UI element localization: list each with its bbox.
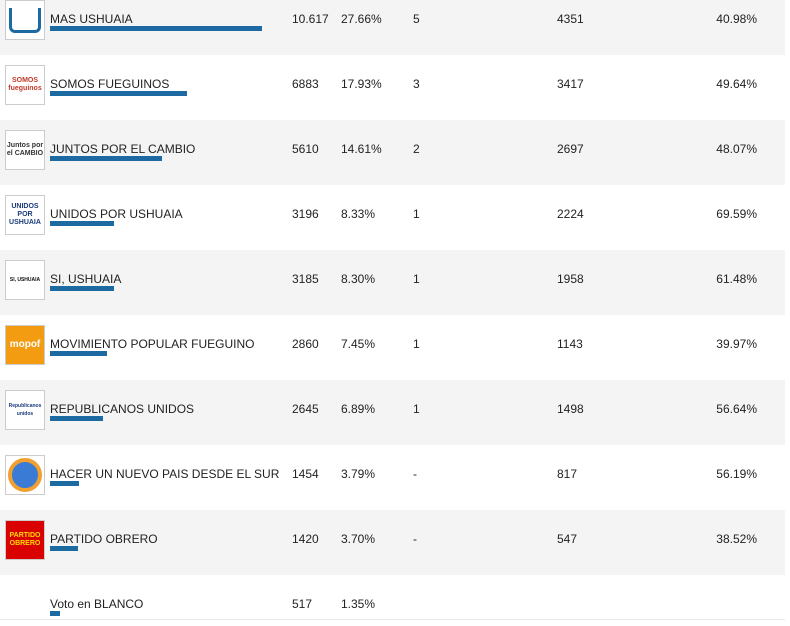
result-row: Juntos por el CAMBIO JUNTOS POR EL CAMBIO… [0, 120, 785, 186]
share-bar [50, 351, 108, 356]
count: 4351 [557, 12, 584, 26]
party-name: JUNTOS POR EL CAMBIO [50, 142, 196, 156]
party-logo: SI, USHUAIA [5, 260, 45, 300]
party-name: UNIDOS POR USHUAIA [50, 207, 183, 221]
party-name: Voto en BLANCO [50, 597, 144, 611]
party-name: PARTIDO OBRERO [50, 532, 158, 546]
rate: 49.64% [716, 77, 757, 91]
party-name: MOVIMIENTO POPULAR FUEGUINO [50, 337, 255, 351]
result-row: SI, USHUAIA SI, USHUAIA 3185 8.30% 1 1958 61.4… [0, 250, 785, 316]
party-logo: UNIDOS POR USHUAIA [5, 195, 45, 235]
vote-share: 3.70% [341, 532, 376, 546]
party-logo [5, 455, 45, 495]
logo-graphic [8, 458, 42, 492]
party-logo: Juntos por el CAMBIO [5, 130, 45, 170]
logo-graphic [9, 7, 41, 33]
count: 1498 [557, 402, 584, 416]
vote-share: 1.35% [341, 597, 376, 611]
seats: - [413, 532, 417, 546]
count: 1958 [557, 272, 584, 286]
rate: 38.52% [716, 532, 757, 546]
result-row: SOMOS fueguinos SOMOS FUEGUINOS 6883 17.93%… [0, 55, 785, 121]
count: 3417 [557, 77, 584, 91]
vote-share: 27.66% [341, 12, 382, 26]
rate: 39.97% [716, 337, 757, 351]
share-bar [50, 481, 80, 486]
seats: 1 [413, 272, 420, 286]
result-row: Voto en BLANCO 517 1.35% [0, 575, 785, 620]
count: 2697 [557, 142, 584, 156]
count: 2224 [557, 207, 584, 221]
party-logo: PARTIDO OBRERO [5, 520, 45, 560]
votes: 1420 [292, 532, 319, 546]
party-name: MAS USHUAIA [50, 12, 133, 26]
share-bar [50, 416, 103, 421]
party-logo: SOMOS fueguinos [5, 65, 45, 105]
votes: 3185 [292, 272, 319, 286]
share-bar [50, 611, 61, 616]
party-logo: Republicanos unidos [5, 390, 45, 430]
result-row: UNIDOS POR USHUAIA UNIDOS POR USHUAIA 3196… [0, 185, 785, 251]
rate: 56.64% [716, 402, 757, 416]
share-bar [50, 546, 79, 551]
rate: 56.19% [716, 467, 757, 481]
seats: 3 [413, 77, 420, 91]
party-name: HACER UN NUEVO PAIS DESDE EL SUR [50, 467, 280, 481]
votes: 2645 [292, 402, 319, 416]
result-row: MAS USHUAIA 10.617 27.66% 5 4351 40.98% [0, 0, 785, 56]
rate: 48.07% [716, 142, 757, 156]
party-name: REPUBLICANOS UNIDOS [50, 402, 195, 416]
seats: 1 [413, 337, 420, 351]
vote-share: 17.93% [341, 77, 382, 91]
votes: 1454 [292, 467, 319, 481]
vote-share: 6.89% [341, 402, 376, 416]
vote-share: 14.61% [341, 142, 382, 156]
seats: - [413, 467, 417, 481]
seats: 1 [413, 207, 420, 221]
votes: 3196 [292, 207, 319, 221]
rate: 40.98% [716, 12, 757, 26]
result-row: Republicanos unidos REPUBLICANOS UNIDOS 26… [0, 380, 785, 446]
result-row: PARTIDO OBRERO PARTIDO OBRERO 1420 3.70% - 54… [0, 510, 785, 576]
count: 547 [557, 532, 578, 546]
count: 817 [557, 467, 578, 481]
votes: 6883 [292, 77, 319, 91]
vote-share: 7.45% [341, 337, 376, 351]
seats: 2 [413, 142, 420, 156]
vote-share: 3.79% [341, 467, 376, 481]
result-row: HACER UN NUEVO PAIS DESDE EL SUR 1454 3.79… [0, 445, 785, 511]
share-bar [50, 221, 114, 226]
result-row: mopof MOVIMIENTO POPULAR FUEGUINO 2860 7.45… [0, 315, 785, 381]
share-bar [50, 26, 262, 31]
votes: 2860 [292, 337, 319, 351]
share-bar [50, 286, 114, 291]
party-logo [5, 0, 45, 40]
count: 1143 [557, 337, 583, 351]
party-name: SI, USHUAIA [50, 272, 122, 286]
votes: 5610 [292, 142, 319, 156]
vote-share: 8.33% [341, 207, 376, 221]
seats: 1 [413, 402, 420, 416]
share-bar [50, 156, 162, 161]
votes: 517 [292, 597, 313, 611]
party-name: SOMOS FUEGUINOS [50, 77, 170, 91]
rate: 69.59% [716, 207, 757, 221]
party-logo: mopof [5, 325, 45, 365]
share-bar [50, 91, 188, 96]
votes: 10.617 [292, 12, 329, 26]
seats: 5 [413, 12, 420, 26]
rate: 61.48% [716, 272, 757, 286]
vote-share: 8.30% [341, 272, 376, 286]
